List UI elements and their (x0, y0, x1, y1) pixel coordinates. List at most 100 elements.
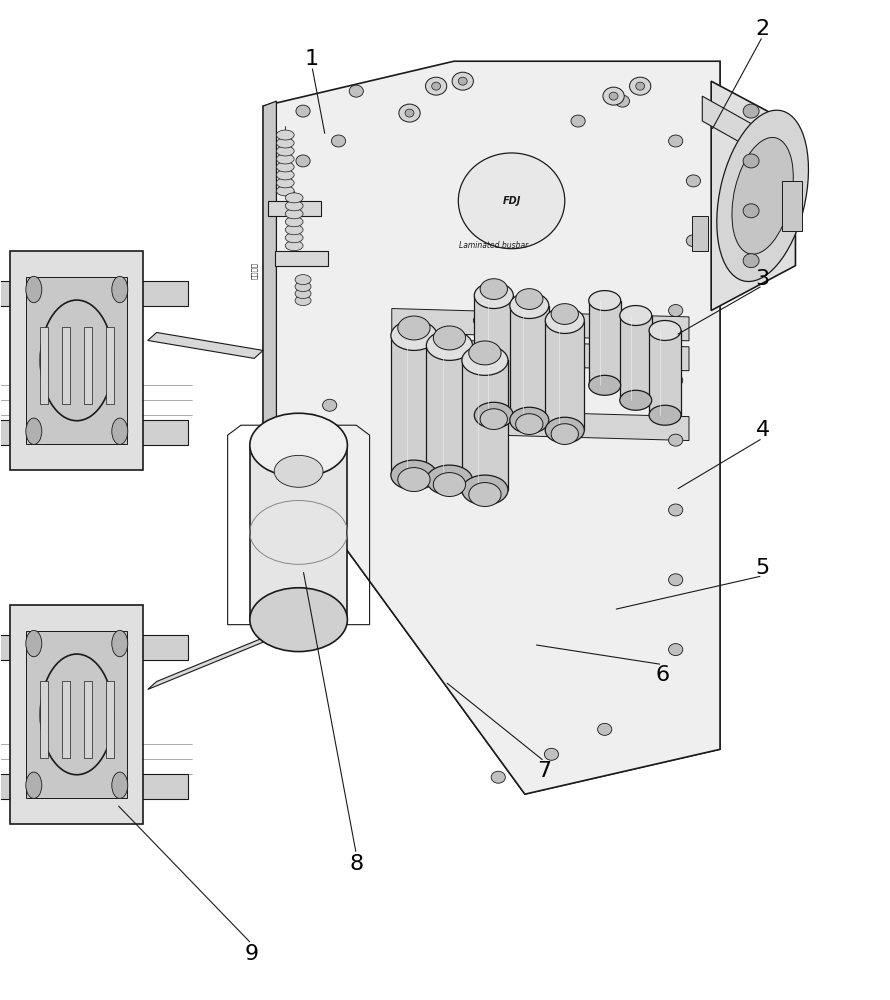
Ellipse shape (462, 345, 508, 375)
Ellipse shape (480, 409, 507, 429)
Ellipse shape (26, 630, 42, 657)
Ellipse shape (609, 92, 618, 100)
Ellipse shape (474, 283, 514, 309)
Ellipse shape (295, 282, 311, 292)
Ellipse shape (668, 374, 683, 386)
Ellipse shape (426, 465, 473, 495)
Ellipse shape (433, 326, 465, 350)
Ellipse shape (26, 276, 42, 303)
Polygon shape (0, 420, 188, 445)
Ellipse shape (546, 308, 585, 333)
Bar (39, 681, 47, 758)
Ellipse shape (26, 772, 42, 798)
Ellipse shape (668, 574, 683, 586)
Ellipse shape (274, 455, 323, 487)
Ellipse shape (286, 217, 303, 227)
Ellipse shape (295, 296, 311, 306)
Ellipse shape (668, 305, 683, 317)
Ellipse shape (510, 407, 549, 433)
Text: Laminated busbar: Laminated busbar (459, 241, 529, 250)
Polygon shape (11, 251, 143, 470)
Ellipse shape (480, 279, 507, 299)
Polygon shape (263, 101, 277, 435)
Polygon shape (462, 360, 508, 490)
Ellipse shape (295, 275, 311, 285)
Ellipse shape (426, 330, 473, 360)
Polygon shape (148, 332, 263, 358)
Ellipse shape (399, 104, 420, 122)
Ellipse shape (398, 316, 430, 340)
Ellipse shape (112, 418, 128, 444)
Ellipse shape (296, 105, 310, 117)
Ellipse shape (398, 468, 430, 492)
Polygon shape (392, 309, 689, 341)
Polygon shape (0, 635, 188, 660)
Ellipse shape (432, 82, 441, 90)
Ellipse shape (277, 146, 295, 156)
Ellipse shape (391, 320, 437, 350)
Text: 4: 4 (756, 420, 770, 440)
Ellipse shape (286, 241, 303, 251)
Ellipse shape (588, 291, 620, 311)
Ellipse shape (425, 77, 447, 95)
Ellipse shape (391, 460, 437, 490)
Polygon shape (426, 345, 473, 480)
Polygon shape (263, 61, 720, 794)
Ellipse shape (296, 155, 310, 167)
Ellipse shape (438, 344, 452, 356)
Ellipse shape (286, 233, 303, 243)
Ellipse shape (286, 209, 303, 219)
Ellipse shape (277, 130, 295, 140)
Ellipse shape (603, 87, 624, 105)
Ellipse shape (331, 135, 345, 147)
Ellipse shape (277, 154, 295, 164)
Polygon shape (649, 330, 681, 415)
Bar (39, 327, 47, 404)
Text: 7: 7 (538, 761, 552, 781)
Ellipse shape (571, 115, 586, 127)
Ellipse shape (743, 104, 759, 118)
Ellipse shape (619, 390, 651, 410)
Ellipse shape (629, 77, 651, 95)
Text: 9: 9 (245, 944, 259, 964)
Text: 8: 8 (349, 854, 363, 874)
Ellipse shape (551, 304, 578, 324)
Ellipse shape (546, 417, 585, 443)
Polygon shape (588, 301, 620, 385)
Ellipse shape (286, 193, 303, 203)
Polygon shape (619, 316, 651, 400)
Ellipse shape (458, 153, 565, 249)
Ellipse shape (732, 137, 793, 254)
Ellipse shape (668, 504, 683, 516)
Polygon shape (26, 631, 127, 798)
Ellipse shape (668, 644, 683, 656)
Ellipse shape (588, 375, 620, 395)
Bar (84, 681, 92, 758)
Text: 5: 5 (756, 558, 770, 578)
Bar (84, 327, 92, 404)
Text: FDJ: FDJ (502, 196, 521, 206)
Bar (692, 216, 708, 251)
Polygon shape (0, 774, 188, 799)
Polygon shape (275, 251, 328, 266)
Polygon shape (392, 408, 689, 441)
Ellipse shape (304, 414, 319, 426)
Ellipse shape (405, 109, 414, 117)
Ellipse shape (510, 293, 549, 319)
Ellipse shape (452, 72, 473, 90)
Polygon shape (263, 61, 720, 794)
Ellipse shape (551, 424, 578, 444)
Ellipse shape (458, 77, 467, 85)
Ellipse shape (743, 204, 759, 218)
Ellipse shape (349, 85, 363, 97)
Text: 2: 2 (756, 19, 770, 39)
Ellipse shape (420, 359, 434, 371)
Ellipse shape (462, 475, 508, 505)
Ellipse shape (743, 154, 759, 168)
Ellipse shape (515, 289, 543, 309)
Ellipse shape (619, 306, 651, 325)
Ellipse shape (250, 588, 347, 652)
Ellipse shape (277, 178, 295, 188)
Ellipse shape (112, 772, 128, 798)
Ellipse shape (649, 320, 681, 340)
